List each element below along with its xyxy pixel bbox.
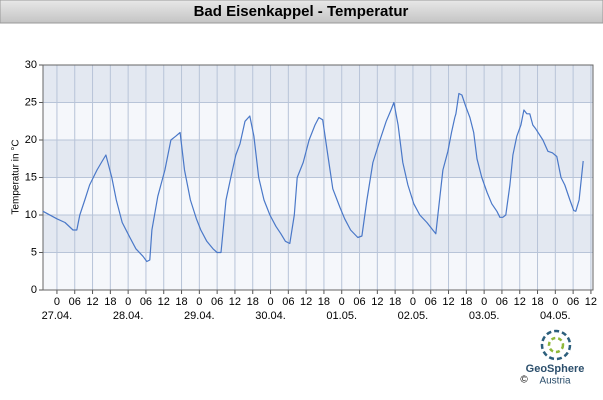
- x-tick-label: 06: [282, 296, 294, 308]
- x-tick-label: 12: [442, 296, 454, 308]
- plot-frame: [42, 64, 594, 291]
- logo: GeoSphere Austria ©: [520, 329, 585, 387]
- title-bar: [0, 0, 603, 24]
- x-tick-label: 06: [140, 296, 152, 308]
- x-day-label: 02.05.: [398, 310, 429, 322]
- x-tick-label: 0: [54, 296, 60, 308]
- temperature-line: [42, 92, 584, 263]
- x-tick-label: 12: [229, 296, 241, 308]
- y-tick-label: 5: [31, 246, 37, 258]
- band: [43, 252, 593, 290]
- x-day-label: 28.04.: [113, 310, 144, 322]
- y-tick-label: 30: [25, 59, 37, 71]
- x-day-label: 29.04.: [184, 310, 215, 322]
- x-tick-label: 06: [69, 296, 81, 308]
- x-tick-label: 12: [371, 296, 383, 308]
- x-tick-label: 0: [481, 296, 487, 308]
- x-tick-label: 18: [460, 296, 472, 308]
- x-tick-label: 0: [125, 296, 131, 308]
- x-tick-label: 06: [353, 296, 365, 308]
- band: [43, 215, 593, 253]
- x-tick-label: 12: [514, 296, 526, 308]
- copyright: ©: [520, 375, 528, 386]
- y-tick-label: 25: [25, 96, 37, 108]
- x-tick-label: 12: [585, 296, 597, 308]
- logo-mark: [547, 336, 565, 354]
- x-tick-label: 0: [339, 296, 345, 308]
- x-tick-label: 12: [300, 296, 312, 308]
- x-tick-label: 18: [389, 296, 401, 308]
- y-tick-label: 15: [25, 171, 37, 183]
- y-tick-label: 20: [25, 134, 37, 146]
- x-tick-label: 12: [86, 296, 98, 308]
- x-tick-label: 18: [247, 296, 259, 308]
- x-tick-label: 06: [496, 296, 508, 308]
- x-day-label: 03.05.: [469, 310, 500, 322]
- plot-area: 0 5 10 15 20 25 30 0 06 12 18 0 06 12 18 0 06 12 18 0 06 12 18…: [25, 59, 597, 322]
- band: [43, 177, 593, 215]
- x-day-label: 27.04.: [42, 310, 73, 322]
- x-tick-label: 0: [267, 296, 273, 308]
- x-tick-label: 18: [531, 296, 543, 308]
- x-tick-label: 12: [158, 296, 170, 308]
- logo-mark: [540, 329, 572, 361]
- logo-name: GeoSphere: [526, 363, 585, 375]
- y-axis-label: Temperatur in °C: [11, 139, 22, 214]
- x-day-label: 01.05.: [326, 310, 357, 322]
- x-tick-label: 06: [425, 296, 437, 308]
- band: [43, 140, 593, 178]
- band: [43, 102, 593, 140]
- x-tick-label: 06: [567, 296, 579, 308]
- x-tick-label: 18: [104, 296, 116, 308]
- x-tick-label: 18: [318, 296, 330, 308]
- x-day-label: 30.04.: [255, 310, 286, 322]
- x-tick-label: 0: [196, 296, 202, 308]
- x-tick-label: 18: [175, 296, 187, 308]
- x-tick-label: 0: [552, 296, 558, 308]
- x-day-label: 04.05.: [540, 310, 571, 322]
- chart-title: Bad Eisenkappel - Temperatur: [194, 3, 409, 20]
- x-tick-label: 06: [211, 296, 223, 308]
- band: [43, 65, 593, 103]
- y-tick-label: 0: [31, 284, 37, 296]
- logo-sub: Austria: [539, 376, 571, 387]
- x-tick-label: 0: [410, 296, 416, 308]
- y-tick-label: 10: [25, 209, 37, 221]
